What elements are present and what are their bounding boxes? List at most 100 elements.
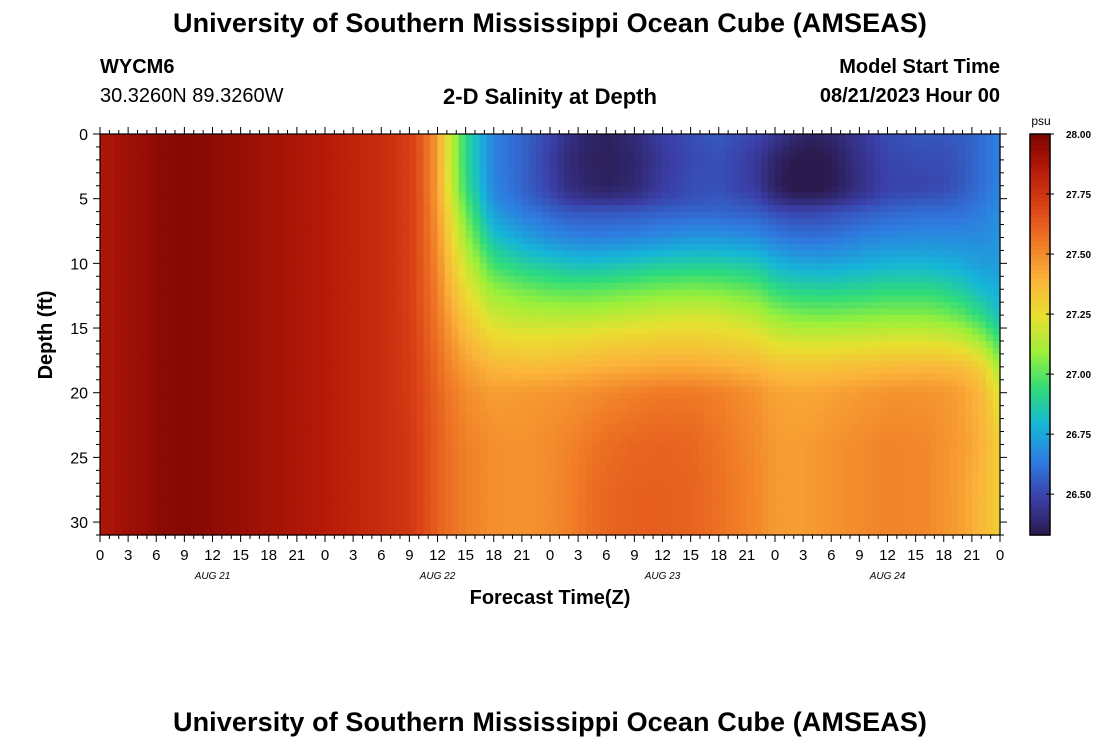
- heatmap-cell: [578, 211, 586, 219]
- heatmap-cell: [100, 159, 108, 167]
- heatmap-cell: [894, 159, 903, 167]
- heatmap-cell: [831, 315, 839, 323]
- heatmap-cell: [964, 166, 973, 174]
- heatmap-cell: [346, 205, 354, 213]
- heatmap-cell: [479, 205, 488, 213]
- heatmap-cell: [767, 256, 776, 264]
- heatmap-cell: [430, 153, 439, 161]
- heatmap-cell: [444, 353, 453, 361]
- heatmap-cell: [430, 340, 439, 349]
- heatmap-cell: [985, 328, 994, 336]
- heatmap-cell: [500, 237, 509, 245]
- heatmap-cell: [557, 302, 565, 310]
- heatmap-cell: [296, 146, 305, 155]
- heatmap-cell: [514, 140, 523, 148]
- heatmap-cell: [444, 159, 453, 167]
- heatmap-cell: [648, 276, 657, 284]
- heatmap-cell: [697, 153, 706, 161]
- heatmap-cell: [789, 276, 797, 284]
- heatmap-cell: [592, 315, 600, 323]
- heatmap-cell: [360, 366, 368, 374]
- heatmap-cell: [711, 289, 720, 297]
- heatmap-cell: [310, 302, 319, 310]
- heatmap-cell: [796, 366, 804, 374]
- heatmap-cell: [922, 366, 931, 374]
- heatmap-cell: [817, 211, 825, 219]
- heatmap-cell: [430, 198, 439, 206]
- heatmap-cell: [810, 340, 818, 349]
- heatmap-cell: [936, 140, 945, 148]
- heatmap-cell: [465, 360, 474, 368]
- heatmap-cell: [107, 308, 115, 316]
- heatmap-cell: [599, 302, 607, 310]
- heatmap-cell: [135, 134, 143, 142]
- heatmap-cell: [838, 328, 846, 336]
- heatmap-cell: [711, 134, 720, 142]
- heatmap-cell: [296, 172, 305, 180]
- heatmap-cell: [852, 295, 860, 303]
- heatmap-cell: [845, 269, 853, 277]
- heatmap-cell: [669, 185, 678, 193]
- heatmap-cell: [507, 263, 516, 271]
- heatmap-cell: [725, 308, 734, 316]
- heatmap-cell: [859, 373, 868, 381]
- heatmap-cell: [739, 192, 748, 200]
- heatmap-cell: [472, 153, 481, 161]
- heatmap-cell: [838, 159, 846, 167]
- heatmap-cell: [831, 360, 839, 368]
- heatmap-cell: [402, 289, 410, 297]
- heatmap-cell: [964, 237, 973, 245]
- heatmap-cell: [458, 289, 467, 297]
- heatmap-cell: [810, 146, 818, 155]
- heatmap-cell: [613, 153, 621, 161]
- heatmap-cell: [599, 218, 607, 226]
- heatmap-cell: [739, 140, 748, 148]
- heatmap-cell: [950, 172, 959, 180]
- heatmap-cell: [950, 256, 959, 264]
- heatmap-cell: [451, 218, 460, 226]
- heatmap-cell: [662, 243, 671, 252]
- heatmap-cell: [557, 146, 565, 155]
- heatmap-cell: [388, 295, 396, 303]
- heatmap-cell: [578, 340, 586, 349]
- heatmap-cell: [198, 321, 207, 329]
- heatmap-cell: [718, 366, 727, 374]
- heatmap-cell: [782, 373, 790, 381]
- heatmap-cell: [704, 366, 713, 374]
- heatmap-cell: [760, 263, 769, 271]
- heatmap-cell: [725, 231, 734, 239]
- heatmap-cell: [803, 328, 811, 336]
- heatmap-cell: [156, 134, 164, 142]
- heatmap-cell: [191, 243, 200, 252]
- heatmap-cell: [669, 276, 678, 284]
- heatmap-cell: [859, 269, 868, 277]
- heatmap-cell: [289, 231, 298, 239]
- heatmap-cell: [514, 373, 523, 381]
- heatmap-cell: [191, 237, 200, 245]
- heatmap-cell: [620, 153, 628, 161]
- heatmap-cell: [121, 172, 129, 180]
- heatmap-cell: [458, 185, 467, 193]
- heatmap-cell: [978, 205, 987, 213]
- heatmap-cell: [325, 166, 333, 174]
- heatmap-cell: [332, 276, 340, 284]
- heatmap-cell: [128, 276, 136, 284]
- heatmap-cell: [339, 224, 347, 232]
- heatmap-cell: [458, 373, 467, 381]
- heatmap-cell: [247, 263, 256, 271]
- heatmap-cell: [606, 340, 614, 349]
- heatmap-cell: [943, 328, 952, 336]
- heatmap-cell: [817, 263, 825, 271]
- heatmap-cell: [964, 269, 973, 277]
- heatmap-cell: [430, 276, 439, 284]
- heatmap-cell: [226, 282, 235, 290]
- heatmap-cell: [943, 250, 952, 258]
- heatmap-cell: [782, 328, 790, 336]
- heatmap-cell: [718, 308, 727, 316]
- heatmap-cell: [240, 282, 249, 290]
- heatmap-cell: [317, 276, 326, 284]
- heatmap-cell: [620, 224, 628, 232]
- heatmap-cell: [360, 192, 368, 200]
- heatmap-cell: [170, 315, 178, 323]
- heatmap-cell: [156, 250, 164, 258]
